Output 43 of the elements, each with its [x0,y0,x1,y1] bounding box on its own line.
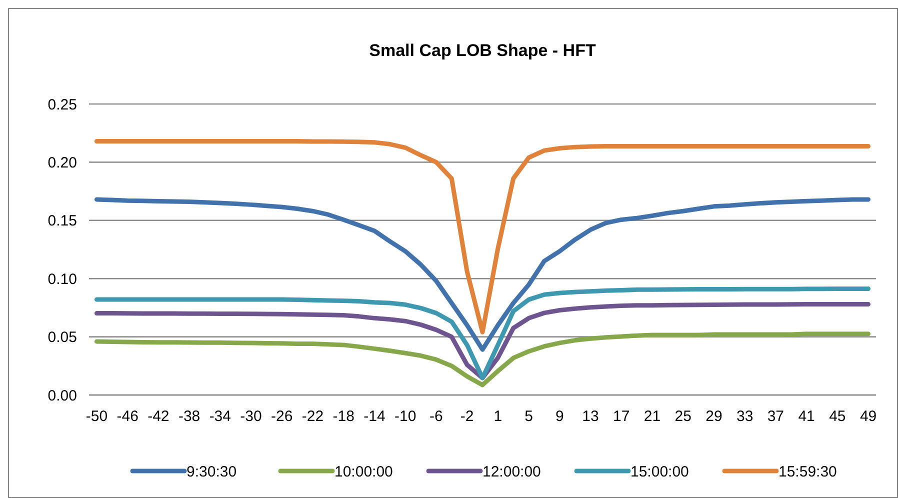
x-tick-label: 49 [860,408,877,425]
x-tick-label: 5 [524,408,533,425]
line-series [94,286,871,380]
x-tick-label: -30 [240,408,262,425]
line-series [94,139,871,334]
line-series [94,302,871,380]
chart-title: Small Cap LOB Shape - HFT [369,41,596,60]
x-tick-label: 45 [829,408,846,425]
y-tick-label: 0.00 [48,387,77,404]
x-tick-label: -46 [116,408,138,425]
legend-label: 12:00:00 [482,463,541,480]
x-tick-label: 25 [674,408,692,425]
y-tick-label: 0.05 [48,329,77,346]
legend-label: 10:00:00 [334,463,393,480]
x-tick-label: 41 [798,408,815,425]
x-tick-label: -34 [209,408,232,425]
x-tick-label: 33 [736,408,754,425]
line-series [94,197,871,352]
x-tick-label: 9 [555,408,564,425]
x-tick-label: -26 [271,408,293,425]
x-tick-label: 21 [644,408,661,425]
x-tick-label: -10 [394,408,416,425]
x-tick-label: -38 [178,408,200,425]
y-tick-label: 0.15 [48,212,77,230]
x-tick-label: -50 [86,408,108,425]
y-tick-label: 0.20 [48,154,77,172]
line-series [94,332,871,388]
x-tick-label: -42 [148,408,170,425]
x-tick-label: 13 [582,408,599,425]
legend-label: 15:59:30 [778,463,837,480]
x-tick-label: -6 [430,408,443,425]
x-tick-label: -14 [364,408,386,425]
legend-label: 15:00:00 [630,463,689,480]
x-tick-label: -22 [302,408,324,425]
x-tick-label: 17 [613,408,630,425]
x-tick-label: -18 [332,408,354,425]
x-tick-label: 29 [706,408,722,425]
x-tick-label: 1 [494,408,502,425]
x-tick-label: -2 [460,408,474,425]
y-tick-label: 0.10 [48,270,77,288]
legend-label: 9:30:30 [186,463,237,480]
x-tick-label: 37 [767,408,784,425]
y-tick-label: 0.25 [48,96,77,114]
